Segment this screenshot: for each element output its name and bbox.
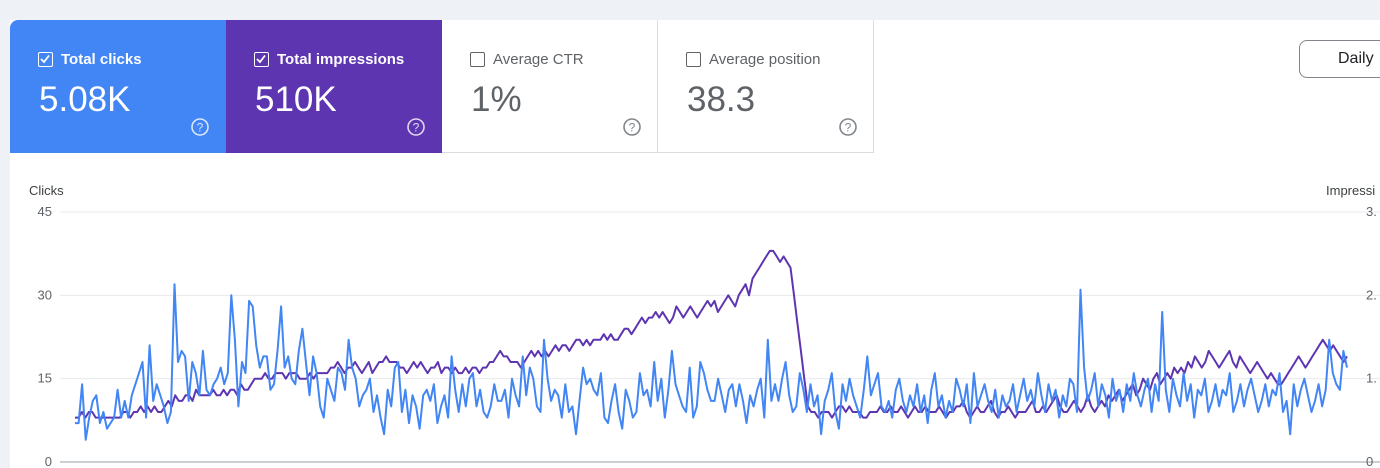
total-impressions-label: Total impressions <box>277 51 405 68</box>
average-position-checkbox[interactable] <box>686 52 701 67</box>
svg-text:?: ? <box>845 121 852 135</box>
svg-text:?: ? <box>197 121 204 135</box>
average-ctr-label: Average CTR <box>493 51 584 68</box>
right-axis-tick: 2. <box>1366 287 1377 302</box>
right-axis-title: Impressi <box>1326 183 1376 198</box>
left-axis-title: Clicks <box>29 183 64 198</box>
clicks-series-line[interactable] <box>75 283 1348 441</box>
total-clicks-card[interactable]: Total clicks 5.08K ? <box>10 20 226 153</box>
total-impressions-card[interactable]: Total impressions 510K ? <box>226 20 442 153</box>
granularity-dropdown[interactable]: Daily <box>1299 40 1380 78</box>
total-impressions-checkbox[interactable] <box>254 52 269 67</box>
left-axis-tick: 45 <box>38 204 52 219</box>
average-ctr-value: 1% <box>471 80 522 119</box>
left-axis-tick: 30 <box>38 287 52 302</box>
average-position-value: 38.3 <box>687 80 756 119</box>
average-position-label: Average position <box>709 51 821 68</box>
svg-text:?: ? <box>413 121 420 135</box>
help-circle-icon[interactable]: ? <box>622 117 642 137</box>
total-clicks-value: 5.08K <box>39 80 131 119</box>
check-icon <box>256 54 266 64</box>
help-circle-icon[interactable]: ? <box>190 117 210 137</box>
impressions-series-line[interactable] <box>75 249 1348 419</box>
average-ctr-checkbox[interactable] <box>470 52 485 67</box>
total-clicks-label: Total clicks <box>61 51 142 68</box>
dropdown-label: Daily <box>1338 50 1374 67</box>
left-axis-tick: 0 <box>45 454 52 468</box>
help-circle-icon[interactable]: ? <box>838 117 858 137</box>
check-icon <box>40 54 50 64</box>
average-position-card[interactable]: Average position 38.3 ? <box>658 20 874 153</box>
total-impressions-value: 510K <box>255 80 337 119</box>
help-circle-icon[interactable]: ? <box>406 117 426 137</box>
right-axis-tick: 1. <box>1366 371 1377 386</box>
svg-text:?: ? <box>629 121 636 135</box>
metric-cards: Total clicks 5.08K ? Total impressions 5… <box>10 20 874 153</box>
left-axis-tick: 15 <box>38 371 52 386</box>
right-axis-tick: 3. <box>1366 204 1377 219</box>
average-ctr-card[interactable]: Average CTR 1% ? <box>442 20 658 153</box>
right-axis-tick: 0 <box>1366 454 1373 468</box>
total-clicks-checkbox[interactable] <box>38 52 53 67</box>
